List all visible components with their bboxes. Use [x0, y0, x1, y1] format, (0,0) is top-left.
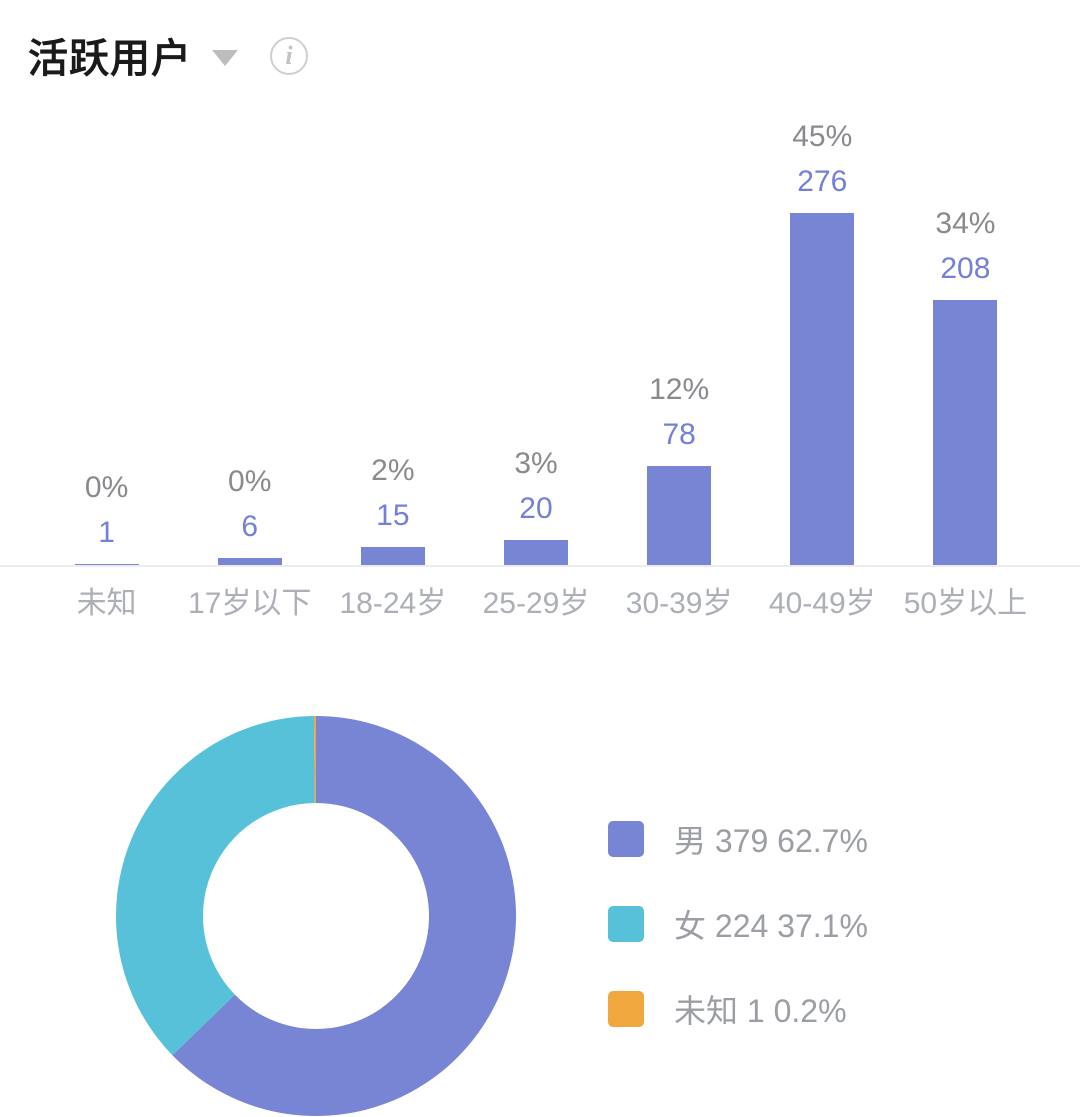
bar-percent-label: 45%: [792, 120, 853, 153]
x-axis-label: 30-39岁: [625, 587, 733, 620]
bar-percent-label: 3%: [514, 447, 558, 480]
legend-label: 女 224 37.1%: [674, 908, 868, 944]
bar-count-label: 1: [98, 516, 115, 549]
page-title: 活跃用户: [28, 37, 192, 81]
info-icon-glyph: i: [285, 41, 293, 70]
legend-swatch: [608, 821, 644, 857]
bar-count-label: 276: [797, 165, 848, 198]
donut-slice-1: [116, 716, 315, 1056]
age-bar-chart: 0% 1 0% 6 2% 15 3% 20 12% 78 45% 276 34% 208 未知 17岁以下 1…: [0, 95, 1080, 620]
bar-rect: [503, 540, 568, 566]
legend-label: 未知 1 0.2%: [674, 993, 847, 1029]
bar-column: 0% 6: [178, 95, 321, 566]
legend-label: 男 379 62.7%: [674, 823, 868, 859]
pie-legend: 男 379 62.7% 女 224 37.1% 未知 1 0.2%: [608, 821, 868, 1076]
bar-count-label: 6: [241, 510, 259, 543]
legend-swatch: [608, 906, 644, 942]
bar-percent-label: 0%: [84, 471, 129, 504]
donut-slice-2: [313, 716, 316, 804]
x-axis-label: 未知: [76, 587, 137, 620]
bar-rect: [360, 547, 425, 566]
bar-percent-label: 34%: [935, 207, 996, 240]
legend-item-1: 女 224 37.1%: [608, 906, 868, 944]
bar-column: 2% 15: [321, 95, 464, 566]
bar-rect: [647, 466, 712, 566]
bar-rect: [933, 300, 998, 566]
bar-chart-columns: 0% 1 0% 6 2% 15 3% 20 12% 78 45% 276 34% 208: [0, 95, 1080, 566]
header: 活跃用户 i: [28, 26, 308, 84]
bar-column: 3% 20: [464, 95, 607, 566]
chevron-down-icon[interactable]: [212, 50, 238, 66]
x-axis-label: 17岁以下: [188, 587, 312, 620]
bar-percent-label: 12%: [649, 373, 710, 406]
bar-column: 45% 276: [751, 95, 894, 566]
bar-count-label: 208: [940, 252, 991, 285]
gender-pie-section: 男 379 62.7% 女 224 37.1% 未知 1 0.2%: [0, 716, 1080, 1117]
bar-count-label: 78: [662, 418, 696, 451]
bar-column: 12% 78: [608, 95, 751, 566]
x-axis-label: 40-49岁: [768, 587, 876, 620]
bar-column: 34% 208: [894, 95, 1037, 566]
bar-percent-label: 0%: [228, 465, 272, 498]
bar-count-label: 15: [376, 499, 410, 532]
bar-rect: [217, 558, 282, 566]
x-axis-line: [0, 565, 1080, 567]
bar-count-label: 20: [519, 492, 553, 525]
bar-rect: [790, 213, 855, 566]
bar-chart-xlabels: 未知 17岁以下 18-24岁 25-29岁 30-39岁 40-49岁 50岁以上: [0, 578, 1080, 622]
x-axis-label: 18-24岁: [339, 587, 447, 620]
x-axis-label: 25-29岁: [482, 587, 590, 620]
donut-chart: [116, 716, 516, 1116]
info-icon[interactable]: i: [270, 37, 308, 75]
legend-swatch: [608, 991, 644, 1027]
legend-item-0: 男 379 62.7%: [608, 821, 868, 859]
bar-column: 0% 1: [35, 95, 178, 566]
bar-percent-label: 2%: [371, 454, 415, 487]
x-axis-label: 50岁以上: [903, 587, 1028, 620]
legend-item-2: 未知 1 0.2%: [608, 991, 868, 1029]
donut-slice-0: [172, 716, 516, 1116]
